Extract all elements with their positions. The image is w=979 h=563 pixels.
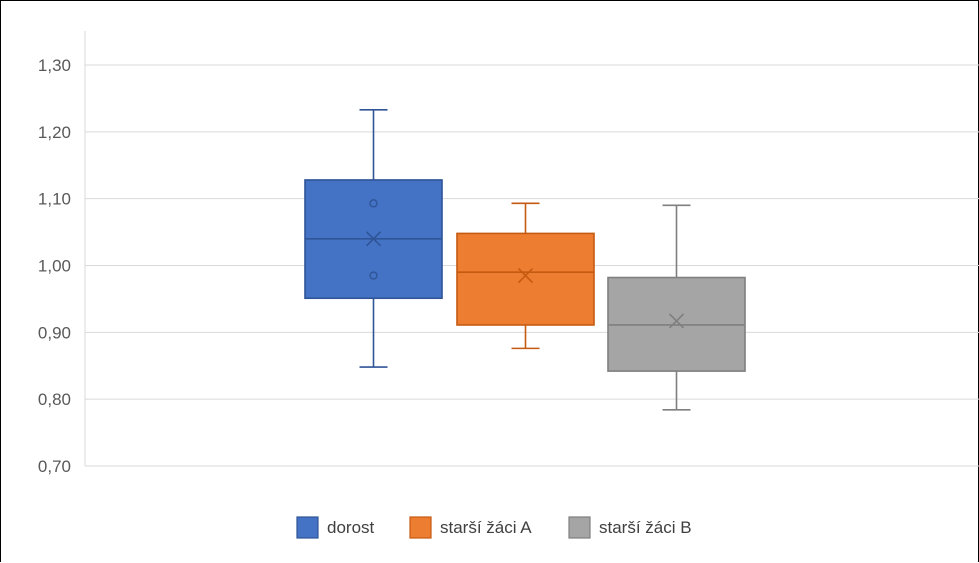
legend-swatch <box>569 517 590 538</box>
y-tick-label: 0,90 <box>38 323 71 342</box>
iqr-box <box>457 233 594 325</box>
legend-entry-1: dorost <box>297 517 375 538</box>
y-tick-label: 1,20 <box>38 123 71 142</box>
box-1 <box>305 110 442 367</box>
y-tick-label: 1,10 <box>38 190 71 209</box>
legend-entry-2: starší žáci A <box>410 517 532 538</box>
y-tick-label: 0,80 <box>38 390 71 409</box>
legend-label: starší žáci B <box>599 518 692 537</box>
y-tick-label: 1,30 <box>38 56 71 75</box>
legend-entry-3: starší žáci B <box>569 517 692 538</box>
box-3 <box>608 205 745 410</box>
y-axis-tick-labels: 0,70 0,80 0,90 1,00 1,10 1,20 1,30 <box>38 56 71 476</box>
legend-swatch <box>410 517 431 538</box>
legend-label: dorost <box>327 518 375 537</box>
box-2 <box>457 203 594 348</box>
legend: dorost starší žáci A starší žáci B <box>297 517 692 538</box>
legend-swatch <box>297 517 318 538</box>
y-tick-label: 1,00 <box>38 257 71 276</box>
y-tick-label: 0,70 <box>38 457 71 476</box>
legend-label: starší žáci A <box>440 518 532 537</box>
box-series <box>305 110 745 410</box>
